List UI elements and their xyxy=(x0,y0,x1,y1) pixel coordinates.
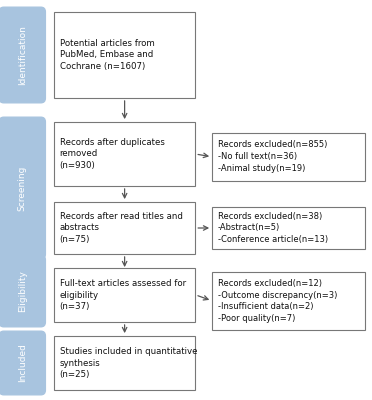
Text: Records after read titles and
abstracts
(n=75): Records after read titles and abstracts … xyxy=(60,212,182,244)
FancyBboxPatch shape xyxy=(0,255,45,327)
Text: Full-text articles assessed for
eligibility
(n=37): Full-text articles assessed for eligibil… xyxy=(60,279,186,311)
Text: Included: Included xyxy=(18,344,27,382)
Text: Screening: Screening xyxy=(18,165,27,211)
FancyBboxPatch shape xyxy=(0,117,45,259)
FancyBboxPatch shape xyxy=(54,202,195,254)
FancyBboxPatch shape xyxy=(54,336,195,390)
Text: Studies included in quantitative
synthesis
(n=25): Studies included in quantitative synthes… xyxy=(60,347,197,379)
FancyBboxPatch shape xyxy=(54,12,195,98)
FancyBboxPatch shape xyxy=(54,122,195,186)
Text: Identification: Identification xyxy=(18,25,27,85)
FancyBboxPatch shape xyxy=(54,268,195,322)
Text: Records excluded(n=855)
-No full text(n=36)
-Animal study(n=19): Records excluded(n=855) -No full text(n=… xyxy=(218,140,327,173)
FancyBboxPatch shape xyxy=(212,207,365,249)
Text: Eligibility: Eligibility xyxy=(18,270,27,312)
Text: Records excluded(n=38)
-Abstract(n=5)
-Conference article(n=13): Records excluded(n=38) -Abstract(n=5) -C… xyxy=(218,212,328,244)
Text: Potential articles from
PubMed, Embase and
Cochrane (n=1607): Potential articles from PubMed, Embase a… xyxy=(60,39,154,71)
FancyBboxPatch shape xyxy=(212,272,365,330)
FancyBboxPatch shape xyxy=(0,331,45,395)
FancyBboxPatch shape xyxy=(212,133,365,181)
FancyBboxPatch shape xyxy=(0,7,45,103)
Text: Records after duplicates
removed
(n=930): Records after duplicates removed (n=930) xyxy=(60,138,164,170)
Text: Records excluded(n=12)
-Outcome discrepancy(n=3)
-Insufficient data(n=2)
-Poor q: Records excluded(n=12) -Outcome discrepa… xyxy=(218,279,337,323)
